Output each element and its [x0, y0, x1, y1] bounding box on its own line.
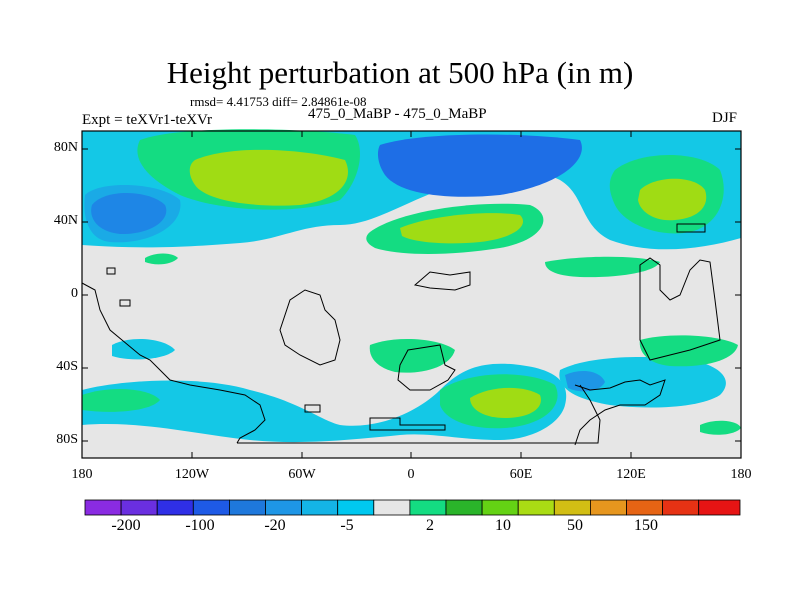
xtick-label-120e: 120E — [601, 467, 661, 483]
xtick-label-180w: 180 — [52, 467, 112, 483]
ytick-label-0: 0 — [48, 286, 78, 302]
ytick-label-40s: 40S — [48, 359, 78, 375]
xtick-label-60w: 60W — [272, 467, 332, 483]
colorbar-label-2: 2 — [400, 517, 460, 535]
colorbar-swatch-9 — [374, 500, 410, 515]
colorbar-swatch-4 — [193, 500, 229, 515]
colorbar-swatch-17 — [663, 500, 699, 515]
colorbar-swatch-7 — [302, 500, 338, 515]
colorbar-label-minus200: -200 — [96, 517, 156, 535]
colorbar-label-minus20: -20 — [245, 517, 305, 535]
colorbar-swatch-14 — [554, 500, 590, 515]
ytick-label-40n: 40N — [48, 213, 78, 229]
map-svg — [0, 0, 800, 600]
ytick-label-80s: 80S — [48, 432, 78, 448]
colorbar-label-150: 150 — [616, 517, 676, 535]
colorbar-label-50: 50 — [545, 517, 605, 535]
map-figure: Height perturbation at 500 hPa (in m) rm… — [0, 0, 800, 600]
colorbar-swatch-12 — [482, 500, 518, 515]
colorbar-swatch-15 — [590, 500, 626, 515]
xtick-label-0: 0 — [381, 467, 441, 483]
colorbar-swatch-2 — [121, 500, 157, 515]
colorbar-swatch-6 — [266, 500, 302, 515]
colorbar-swatch-1 — [85, 500, 121, 515]
colorbar-swatch-13 — [518, 500, 554, 515]
colorbar-swatch-18 — [699, 500, 740, 515]
xtick-label-60e: 60E — [491, 467, 551, 483]
colorbar-label-minus5: -5 — [317, 517, 377, 535]
colorbar-swatch-11 — [446, 500, 482, 515]
colorbar-swatch-8 — [338, 500, 374, 515]
colorbar-swatch-16 — [627, 500, 663, 515]
xtick-label-180e: 180 — [711, 467, 771, 483]
colorbar-swatch-3 — [157, 500, 193, 515]
xtick-label-120w: 120W — [162, 467, 222, 483]
colorbar-label-minus100: -100 — [170, 517, 230, 535]
colorbar-swatch-10 — [410, 500, 446, 515]
colorbar — [85, 500, 740, 515]
ytick-label-80n: 80N — [48, 140, 78, 156]
north-yellow-right — [638, 179, 706, 221]
colorbar-label-10: 10 — [473, 517, 533, 535]
colorbar-swatch-5 — [229, 500, 265, 515]
